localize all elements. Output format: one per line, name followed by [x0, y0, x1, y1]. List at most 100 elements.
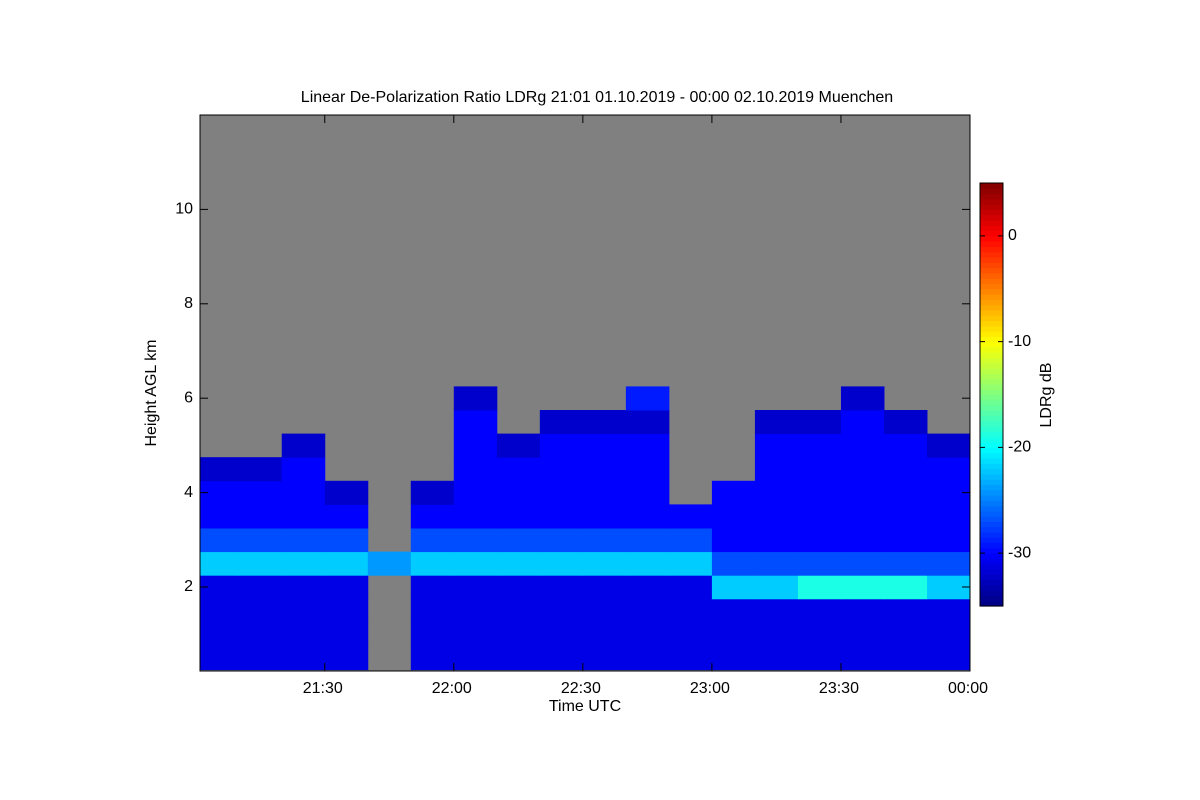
heatmap-cell: [496, 527, 541, 553]
heatmap-cell: [840, 645, 885, 671]
heatmap-cell: [496, 598, 541, 623]
heatmap-cell: [238, 551, 283, 576]
heatmap-cell: [625, 480, 670, 505]
colorbar-segment: [980, 320, 1003, 327]
colorbar-segment: [980, 288, 1003, 295]
heatmap-cell: [883, 480, 928, 505]
colorbar-tick-label: -30: [1008, 544, 1031, 561]
heatmap-cell: [324, 551, 369, 576]
heatmap-cell: [883, 433, 928, 458]
colorbar-frame: [979, 182, 1004, 607]
heatmap-cell: [539, 504, 584, 529]
heatmap-cell: [410, 480, 455, 505]
heatmap-cell: [668, 504, 713, 529]
heatmap-cell: [453, 645, 498, 671]
heatmap-cell: [625, 575, 670, 600]
heatmap-cell: [496, 622, 541, 647]
colorbar-segment: [980, 362, 1003, 369]
heatmap-cell: [324, 527, 369, 553]
heatmap-cell: [625, 622, 670, 647]
colorbar-segment: [980, 447, 1003, 454]
heatmap-cell: [453, 409, 498, 435]
heatmap-cell: [238, 645, 283, 671]
heatmap-cell: [238, 527, 283, 553]
heatmap-cell: [840, 433, 885, 458]
heatmap-cell: [200, 457, 240, 482]
colorbar-segment: [980, 394, 1003, 401]
heatmap-cell: [324, 622, 369, 647]
colorbar-segment: [980, 579, 1003, 586]
colorbar-segment: [980, 547, 1003, 554]
x-tick-label: 22:00: [432, 680, 472, 697]
colorbar-segment: [980, 542, 1003, 549]
heatmap-cell: [797, 433, 842, 458]
heatmap-cell: [883, 551, 928, 576]
heatmap-cell: [754, 504, 799, 529]
colorbar-segment: [980, 463, 1003, 470]
heatmap-cell: [840, 622, 885, 647]
heatmap-cell: [754, 551, 799, 576]
heatmap-cell: [668, 527, 713, 553]
colorbar-segment: [980, 220, 1003, 226]
heatmap-cell: [797, 527, 842, 553]
heatmap-cell: [582, 433, 627, 458]
colorbar-segment: [980, 420, 1003, 427]
heatmap-cell: [539, 622, 584, 647]
colorbar-segment: [980, 436, 1003, 443]
colorbar-segment: [980, 479, 1003, 485]
heatmap-cell: [238, 598, 283, 623]
heatmap-cell: [200, 527, 240, 553]
colorbar-segment: [980, 452, 1003, 459]
y-tick-label: 10: [175, 201, 193, 218]
colorbar-tick-label: -20: [1008, 439, 1031, 456]
colorbar-segment: [980, 473, 1003, 480]
heatmap-cell: [625, 598, 670, 623]
heatmap-cell: [453, 622, 498, 647]
heatmap-cell: [238, 457, 283, 482]
y-tick-label: 2: [184, 578, 193, 595]
heatmap: [200, 386, 970, 671]
heatmap-cell: [582, 645, 627, 671]
y-tick-label: 8: [184, 295, 193, 312]
heatmap-cell: [496, 504, 541, 529]
heatmap-cell: [453, 598, 498, 623]
colorbar-segment: [980, 262, 1003, 269]
heatmap-cell: [496, 551, 541, 576]
colorbar-segment: [980, 431, 1003, 438]
heatmap-cell: [200, 622, 240, 647]
heatmap-cell: [539, 527, 584, 553]
heatmap-cell: [238, 480, 283, 505]
heatmap-cell: [625, 433, 670, 458]
heatmap-cell: [324, 480, 369, 505]
colorbar-segment: [980, 568, 1003, 575]
heatmap-cell: [797, 409, 842, 435]
colorbar-segment: [980, 315, 1003, 322]
heatmap-cell: [840, 504, 885, 529]
heatmap-cell: [754, 598, 799, 623]
heatmap-cell: [410, 551, 455, 576]
heatmap-cell: [200, 645, 240, 671]
heatmap-cell: [281, 598, 326, 623]
colorbar-segment: [980, 241, 1003, 248]
heatmap-cell: [582, 409, 627, 435]
heatmap-cell: [883, 645, 928, 671]
heatmap-cell: [625, 527, 670, 553]
x-tick-label: 00:00: [948, 680, 988, 697]
colorbar-segment: [980, 272, 1003, 279]
colorbar-segment: [980, 415, 1003, 422]
heatmap-cell: [625, 551, 670, 576]
heatmap-cell: [324, 645, 369, 671]
heatmap-cell: [496, 575, 541, 600]
heatmap-cell: [754, 409, 799, 435]
colorbar-segment: [980, 278, 1003, 285]
heatmap-cell: [410, 645, 455, 671]
colorbar-segment: [980, 299, 1003, 306]
heatmap-cell: [496, 480, 541, 505]
heatmap-cell: [926, 598, 970, 623]
heatmap-cell: [883, 598, 928, 623]
heatmap-cell: [539, 433, 584, 458]
heatmap-cell: [625, 504, 670, 529]
heatmap-cell: [711, 504, 756, 529]
heatmap-cell: [453, 551, 498, 576]
colorbar-segment: [980, 283, 1003, 290]
